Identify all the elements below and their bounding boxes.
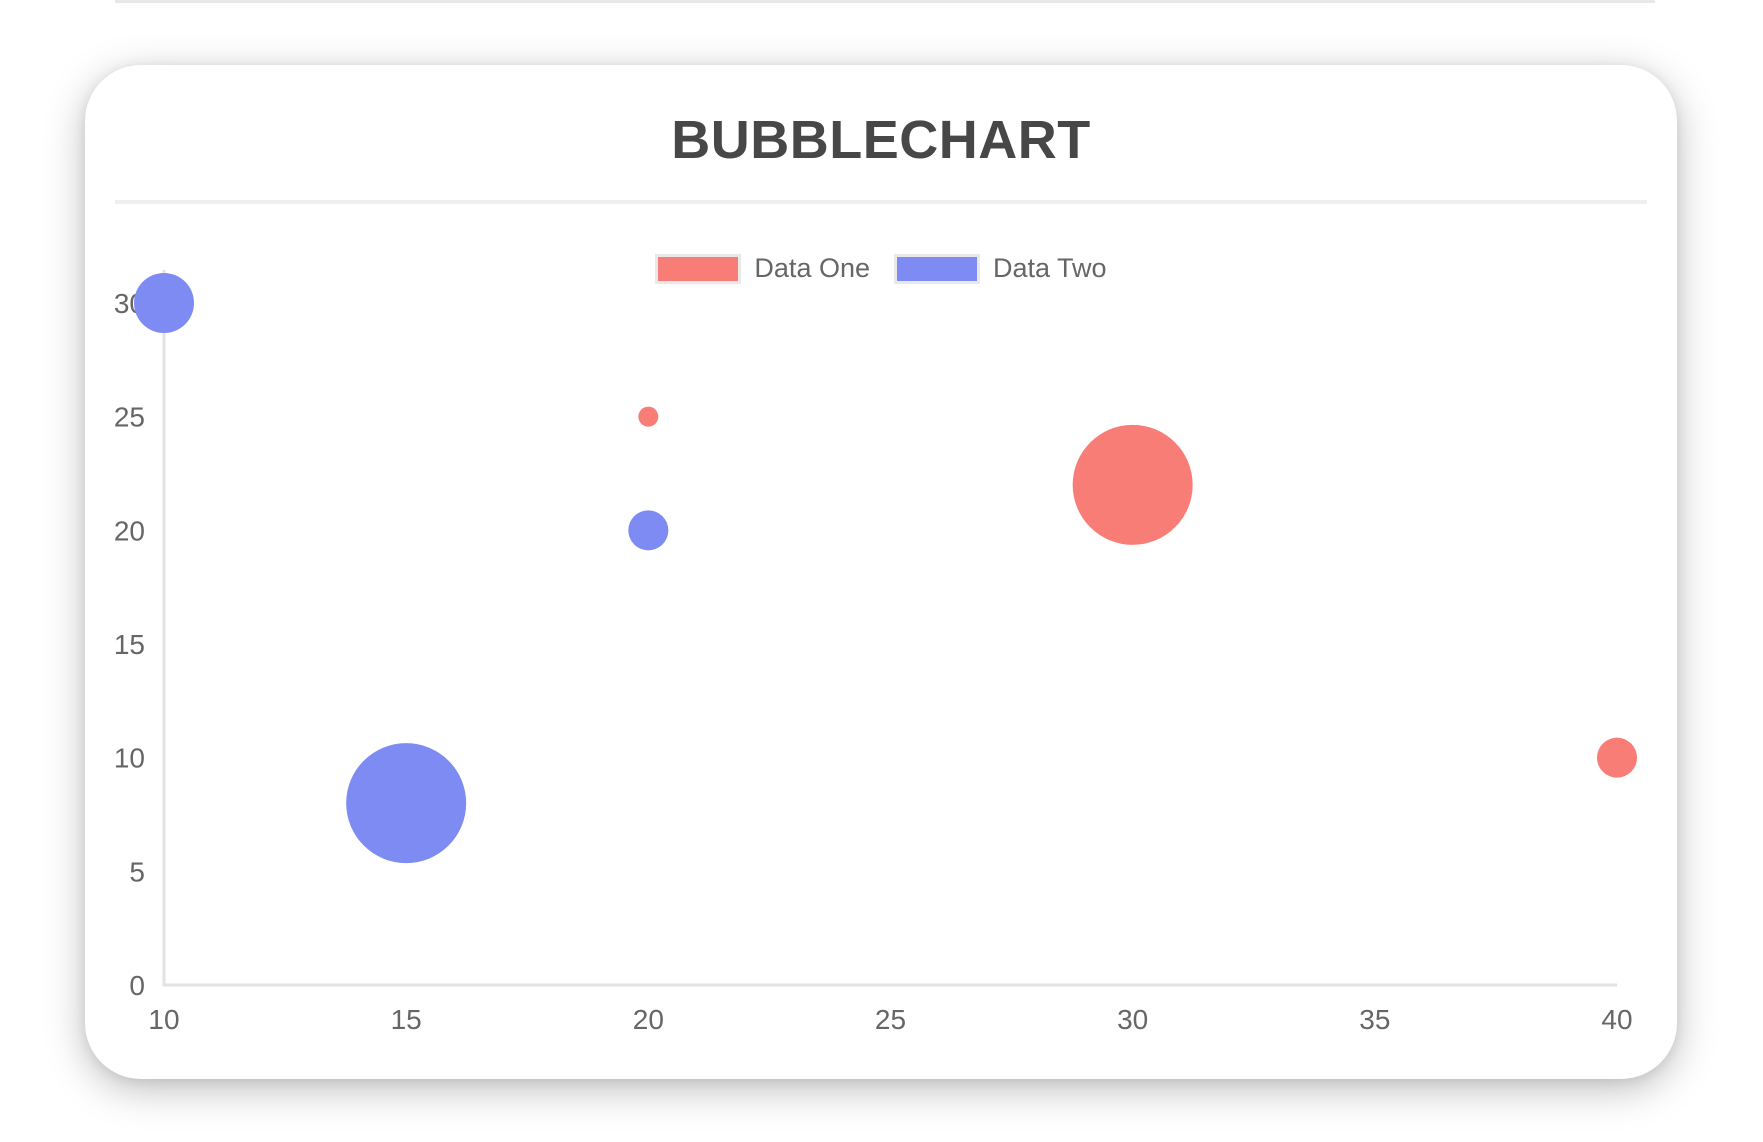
bubble-data-one[interactable] <box>1072 424 1193 545</box>
x-axis-tick-label: 10 <box>148 1004 179 1035</box>
chart-card: BUBBLECHART Data One Data Two 0 5 10 15 20 25… <box>85 65 1677 1079</box>
chart-legend: Data One Data Two <box>85 253 1677 284</box>
bubble-data-two[interactable] <box>628 510 669 551</box>
x-axis-tick-label: 40 <box>1601 1004 1632 1035</box>
legend-label-data-one: Data One <box>754 253 870 283</box>
bubble-data-one[interactable] <box>638 406 659 427</box>
y-axis-tick-label: 5 <box>129 856 145 887</box>
bubble-data-one[interactable] <box>1597 737 1637 778</box>
y-axis-tick-label: 10 <box>114 743 145 774</box>
x-axis-tick-label: 30 <box>1117 1004 1148 1035</box>
y-axis-tick-label: 15 <box>114 629 145 660</box>
legend-swatch-data-one <box>655 253 742 284</box>
x-axis-tick-label: 20 <box>633 1004 664 1035</box>
y-axis-tick-label: 25 <box>114 402 145 433</box>
title-divider <box>115 200 1647 204</box>
bubble-data-two[interactable] <box>346 743 467 864</box>
x-axis-tick-label: 15 <box>391 1004 422 1035</box>
y-axis-tick-label: 20 <box>114 515 145 546</box>
x-axis-tick-label: 35 <box>1359 1004 1390 1035</box>
legend-label-data-two: Data Two <box>993 253 1107 283</box>
chart-title: BUBBLECHART <box>671 110 1091 170</box>
legend-item-data-two[interactable]: Data Two <box>894 253 1107 284</box>
bubble-data-two[interactable] <box>134 273 194 333</box>
legend-swatch-data-two <box>894 253 980 284</box>
legend-item-data-one[interactable]: Data One <box>655 253 870 284</box>
y-axis-tick-label: 0 <box>129 970 145 1001</box>
top-divider-line <box>115 0 1655 3</box>
x-axis-tick-label: 25 <box>875 1004 906 1035</box>
